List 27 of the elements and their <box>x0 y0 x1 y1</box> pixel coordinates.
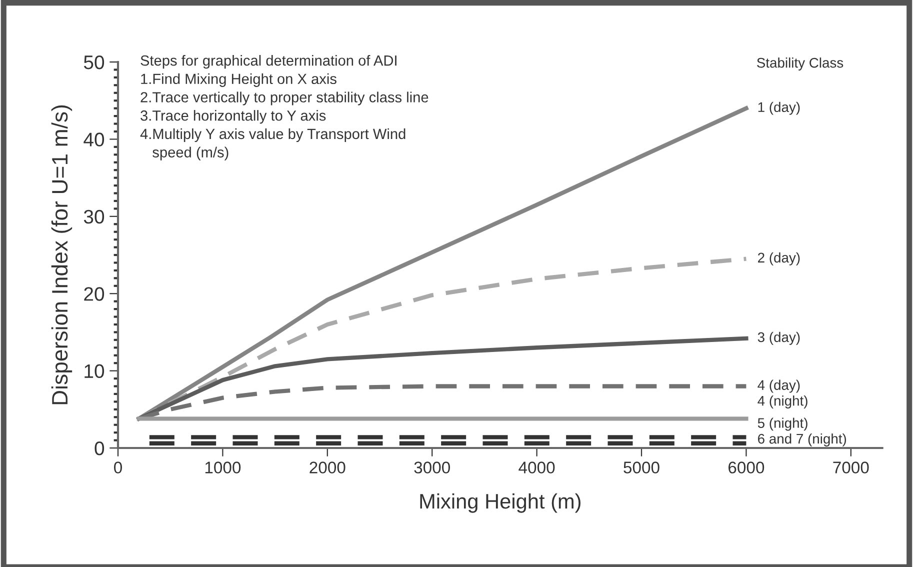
annotation: Stability Class <box>757 58 844 70</box>
x-tick-label: 1000 <box>205 462 241 474</box>
x-tick-label: 4000 <box>518 462 555 474</box>
x-tick-label: 5000 <box>624 462 660 474</box>
y-tick-label: 40 <box>84 132 104 146</box>
series-label: 5 (night) <box>758 418 808 431</box>
y-tick-label: 30 <box>84 210 104 224</box>
x-tick-label: 7000 <box>833 462 869 474</box>
y-tick-label: 0 <box>94 441 104 456</box>
series-label: 6 and 7 (night) <box>758 433 846 446</box>
x-tick-label: 3000 <box>414 462 450 474</box>
annotation: 4 (night) <box>758 396 808 408</box>
x-tick-label: 0 <box>114 462 122 474</box>
annotation: Steps for graphical determination of ADI 1.Find Mixing Height on X axis 2.Trace vertically to proper stability class line 3.Trace horizontally to Y axis 4.Multiply Y axis value by Transport Wind speed (m/s) <box>140 55 428 160</box>
x-tick-label: 6000 <box>728 462 764 474</box>
x-axis-title: Mixing Height (m) <box>420 493 580 513</box>
y-tick-label: 10 <box>84 364 104 378</box>
series-label: 3 (day) <box>758 332 800 345</box>
y-axis-title: Dispersion Index (for U=1 m/s) <box>51 105 72 404</box>
series-label: 1 (day) <box>758 102 800 115</box>
y-tick-label: 50 <box>84 55 104 70</box>
series-label: 4 (day) <box>758 380 800 393</box>
y-tick-label: 20 <box>84 287 104 301</box>
x-tick-label: 2000 <box>310 462 346 474</box>
line-series <box>136 336 748 421</box>
series-label: 2 (day) <box>758 252 800 266</box>
line-series <box>136 106 748 421</box>
